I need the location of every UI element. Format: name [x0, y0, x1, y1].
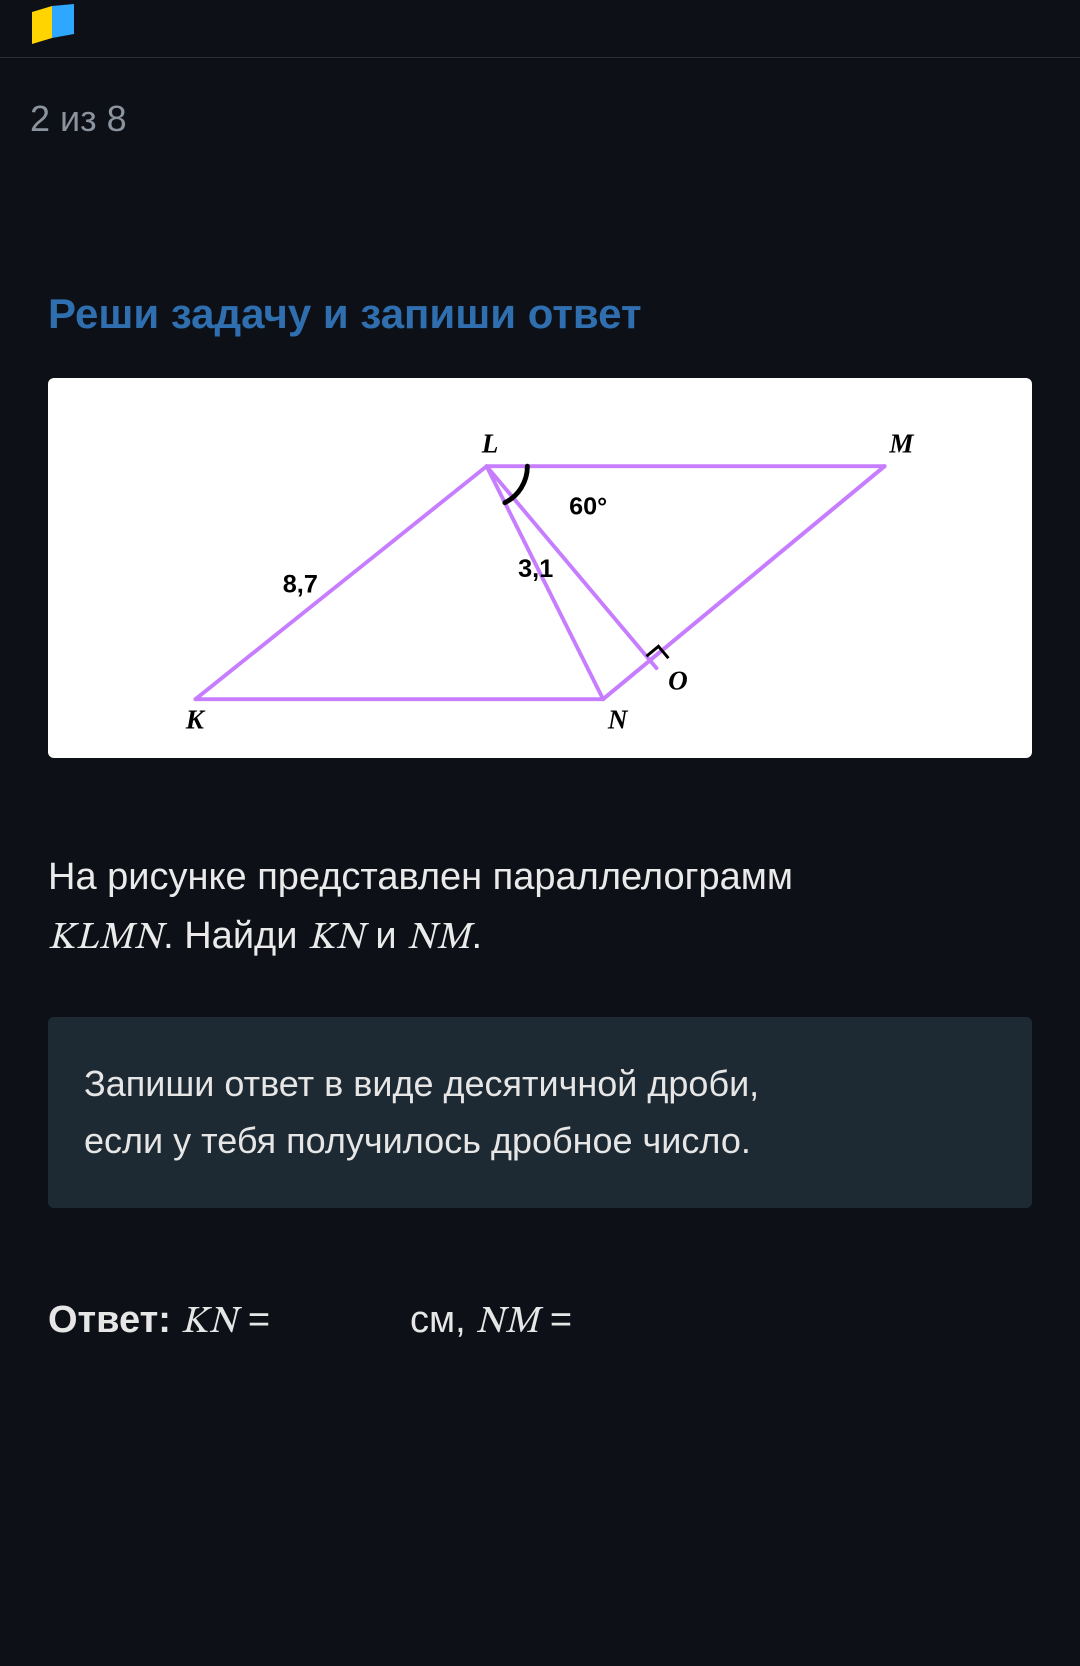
- svg-text:M: M: [888, 429, 914, 459]
- svg-text:L: L: [481, 429, 499, 459]
- answer-label: Ответ:: [48, 1299, 171, 1342]
- svg-text:K: K: [185, 704, 206, 734]
- geometry-svg: 60° 8,7 3,1 K L M N O: [68, 408, 1012, 738]
- math-var2: NM: [407, 920, 471, 958]
- answer-var2: NM: [476, 1299, 540, 1347]
- svg-text:N: N: [607, 704, 629, 734]
- svg-text:60°: 60°: [569, 493, 607, 521]
- geometry-figure: 60° 8,7 3,1 K L M N O: [48, 378, 1032, 758]
- problem-statement: На рисунке представлен параллелограмм KL…: [48, 848, 1032, 969]
- stem-and: и: [365, 915, 407, 957]
- math-shape: KLMN: [48, 920, 163, 958]
- stem-text: На рисунке представлен параллелограмм: [48, 856, 793, 898]
- answer-eq2: =: [550, 1299, 572, 1342]
- svg-text:8,7: 8,7: [283, 570, 318, 598]
- hint-line2: если у тебя получилось дробное число.: [84, 1112, 996, 1170]
- answer-var1: KN: [181, 1299, 238, 1347]
- brand-logo: [30, 4, 90, 44]
- hint-box: Запиши ответ в виде десятичной дроби, ес…: [48, 1017, 1032, 1208]
- svg-text:O: O: [668, 665, 688, 695]
- answer-unit: см,: [410, 1299, 466, 1342]
- stem-text2: . Найди: [163, 915, 308, 957]
- svg-text:3,1: 3,1: [518, 555, 553, 583]
- hint-line1: Запиши ответ в виде десятичной дроби,: [84, 1055, 996, 1113]
- answer-row: Ответ: KN = см, NM =: [48, 1288, 1032, 1347]
- answer-input-nm[interactable]: [582, 1288, 702, 1332]
- progress-indicator: 2 из 8: [0, 58, 1080, 140]
- main-content: Реши задачу и запиши ответ 60°8,73,1KLMN…: [0, 290, 1080, 1347]
- answer-input-kn[interactable]: [280, 1288, 400, 1332]
- math-var1: KN: [308, 920, 365, 958]
- task-title: Реши задачу и запиши ответ: [48, 290, 1032, 338]
- top-bar: [0, 0, 1080, 58]
- progress-text: 2 из 8: [30, 98, 127, 139]
- stem-period: .: [471, 915, 482, 957]
- answer-eq1: =: [248, 1299, 270, 1342]
